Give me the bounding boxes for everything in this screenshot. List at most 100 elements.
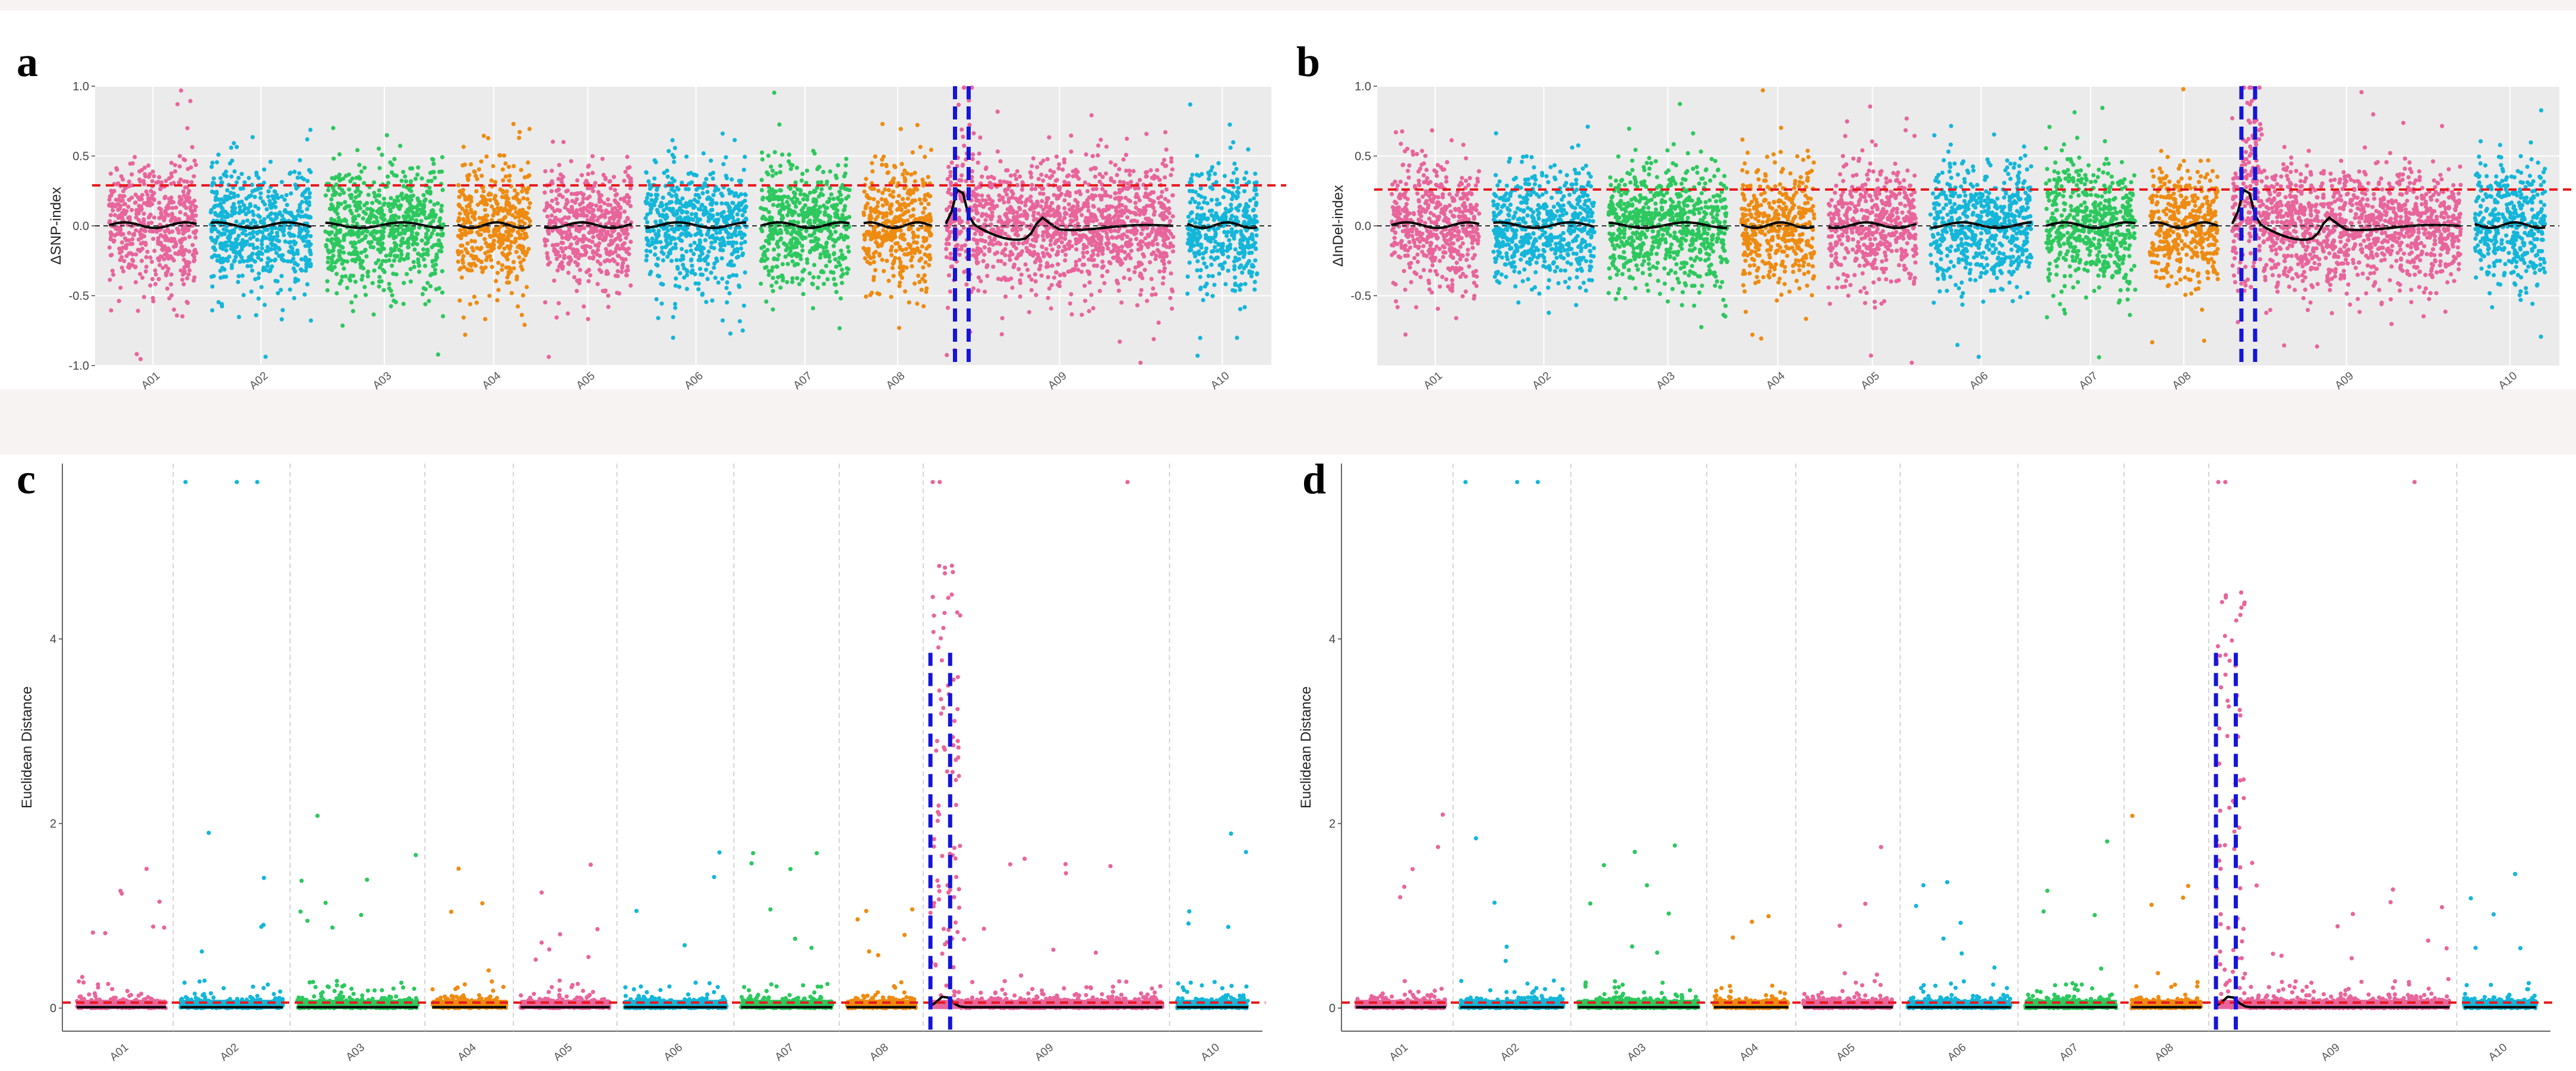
data-point (801, 219, 806, 223)
data-point (726, 262, 731, 267)
data-point (493, 231, 498, 235)
data-point (108, 237, 113, 242)
data-point (280, 308, 285, 313)
data-point (223, 240, 228, 245)
data-point (558, 172, 563, 177)
data-point (111, 208, 115, 213)
data-point (740, 328, 745, 333)
data-point (121, 189, 126, 194)
data-point (778, 163, 783, 168)
data-point (248, 221, 253, 226)
data-point (1093, 193, 1098, 198)
data-point (118, 285, 123, 290)
data-point (461, 144, 466, 149)
data-point (181, 282, 186, 286)
data-point (741, 232, 746, 237)
data-point (268, 159, 273, 164)
data-point (388, 160, 393, 165)
data-point (151, 174, 156, 178)
data-point (223, 274, 228, 279)
data-point (501, 233, 506, 238)
data-point (812, 151, 817, 156)
data-point (184, 260, 188, 265)
data-point (908, 214, 913, 219)
data-point (622, 196, 627, 200)
data-point (804, 229, 809, 234)
data-point (793, 180, 798, 185)
data-point (182, 270, 187, 275)
data-point (404, 215, 409, 219)
data-point (986, 175, 990, 180)
data-point (569, 159, 574, 163)
data-point (813, 244, 818, 248)
data-point (725, 280, 730, 285)
data-point (1169, 156, 1174, 160)
data-point (113, 204, 118, 209)
data-point (343, 200, 348, 204)
data-point (671, 335, 675, 340)
data-point (156, 241, 160, 246)
data-point (622, 231, 627, 236)
data-point (658, 240, 663, 244)
data-point (921, 239, 926, 244)
data-point (621, 246, 626, 251)
data-point (795, 276, 800, 281)
data-point (234, 219, 239, 224)
data-point (911, 207, 916, 212)
data-point (509, 240, 514, 244)
data-point (606, 293, 611, 298)
data-point (828, 185, 832, 190)
data-point (377, 200, 382, 205)
data-point (720, 276, 725, 281)
data-point (130, 196, 134, 200)
data-point (655, 187, 659, 192)
data-point (771, 307, 775, 312)
data-point (1158, 254, 1163, 259)
data-point (277, 210, 282, 215)
data-point (386, 204, 391, 209)
data-point (648, 203, 653, 208)
data-point (511, 196, 516, 200)
data-point (787, 252, 791, 257)
data-point (112, 238, 116, 243)
data-point (349, 240, 353, 245)
data-point (889, 253, 894, 257)
data-point (902, 237, 907, 242)
data-point (700, 272, 705, 277)
data-point (484, 154, 489, 159)
data-point (793, 200, 797, 205)
data-point (672, 178, 677, 183)
data-point (1120, 236, 1125, 241)
data-point (566, 207, 570, 212)
data-point (1145, 232, 1150, 237)
data-point (1089, 292, 1094, 297)
data-point (864, 193, 870, 198)
data-point (503, 215, 508, 219)
data-point (273, 200, 277, 204)
data-point (359, 169, 364, 174)
data-point (737, 283, 741, 288)
data-point (673, 305, 678, 310)
data-point (287, 231, 292, 236)
data-point (1138, 360, 1143, 365)
data-point (267, 232, 272, 237)
data-point (395, 195, 400, 200)
data-point (298, 158, 302, 163)
data-point (715, 259, 719, 263)
data-point (586, 164, 591, 169)
data-point (110, 191, 115, 196)
panel-label: a (17, 38, 38, 86)
data-point (554, 252, 558, 257)
data-point (1067, 193, 1072, 199)
data-point (472, 239, 477, 244)
data-point (800, 269, 805, 274)
data-point (158, 215, 163, 220)
data-point (479, 245, 484, 250)
data-point (616, 232, 621, 237)
data-point (543, 169, 548, 174)
data-point (785, 230, 790, 235)
data-point (738, 178, 743, 183)
data-point (487, 242, 492, 247)
data-point (377, 166, 382, 171)
data-point (625, 193, 630, 197)
